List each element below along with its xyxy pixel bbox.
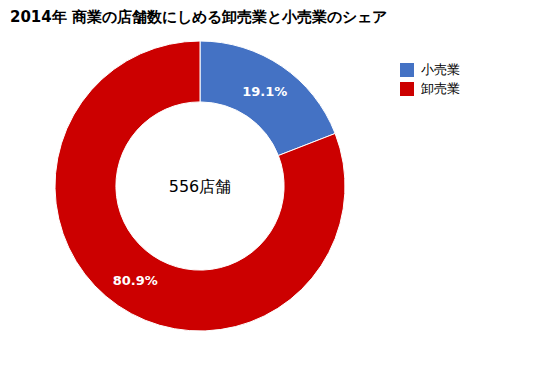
html-text:2014年 商業の店舗数にしめる卸売業と小売業のシェア: 2014年 商業の店舗数にしめる卸売業と小売業のシェア <box>10 8 387 26</box>
html-text:小売業: 小売業 <box>420 62 460 77</box>
svg-text:556店舗: 556店舗 <box>169 177 232 196</box>
svg-text:19.1%: 19.1% <box>242 84 287 99</box>
svg-text:80.9%: 80.9% <box>113 273 158 288</box>
html-text:卸売業: 卸売業 <box>420 81 460 96</box>
